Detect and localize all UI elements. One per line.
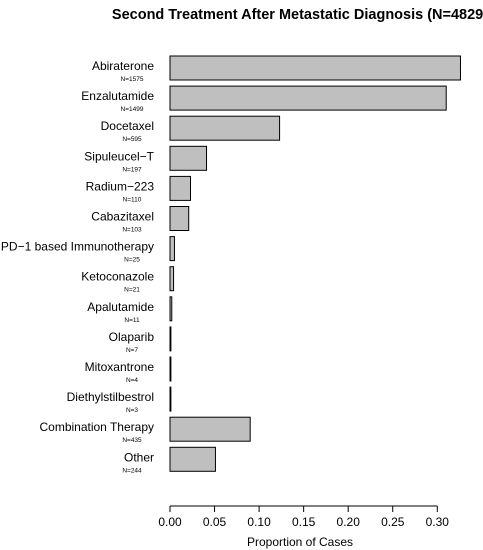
chart-title: Second Treatment After Metastatic Diagno… — [112, 7, 483, 23]
count-label: N=110 — [123, 196, 142, 203]
bar-12 — [169, 416, 251, 442]
bar-6 — [169, 236, 175, 262]
category-label: Apalutamide — [87, 300, 154, 314]
x-tick-label: 0.15 — [292, 515, 316, 529]
bar-2 — [169, 115, 281, 141]
bars-group — [169, 55, 461, 472]
count-label: N=25 — [124, 257, 140, 264]
count-label: N=3 — [126, 407, 138, 414]
category-label: Diethylstilbestrol — [67, 390, 154, 404]
count-label: N=11 — [124, 317, 140, 324]
category-label: Olaparib — [109, 330, 155, 344]
count-label: N=244 — [122, 467, 142, 474]
x-tick-label: 0.30 — [426, 515, 450, 529]
count-label: N=1499 — [121, 106, 144, 113]
bar-4 — [169, 175, 191, 201]
category-label: Mitoxantrone — [85, 360, 155, 374]
bar-0 — [169, 55, 461, 81]
bar-11 — [169, 386, 172, 412]
bar-13 — [169, 446, 216, 472]
x-tick-label: 0.20 — [337, 515, 361, 529]
category-labels-group: Abiraterone N=1575 Enzalutamide N=1499 Docet… — [1, 59, 155, 474]
category-label: Radium−223 — [86, 179, 155, 193]
x-tick-label: 0.25 — [381, 515, 405, 529]
count-label: N=1575 — [121, 76, 144, 83]
category-label: Abiraterone — [92, 59, 154, 73]
bar-10 — [169, 356, 172, 382]
bar-9 — [169, 326, 172, 352]
category-label: Sipuleucel−T — [84, 149, 154, 163]
count-label: N=4 — [126, 377, 138, 384]
x-axis: 0.00 0.05 0.10 0.15 0.20 0.25 0.30 — [158, 505, 450, 529]
category-label: Other — [124, 450, 154, 464]
x-axis-title: Proportion of Cases — [247, 535, 353, 549]
category-label: Ketoconazole — [81, 270, 154, 284]
bar-1 — [169, 85, 447, 111]
category-label: Cabazitaxel — [91, 210, 154, 224]
category-label: Enzalutamide — [81, 89, 154, 103]
count-label: N=197 — [122, 166, 142, 173]
count-label: N=21 — [124, 287, 140, 294]
bar-5 — [169, 206, 190, 231]
count-label: N=103 — [122, 227, 142, 234]
bar-3 — [169, 145, 208, 171]
x-tick-label: 0.05 — [203, 515, 227, 529]
category-label: Combination Therapy — [39, 420, 154, 434]
count-label: N=7 — [126, 347, 138, 354]
category-label: PD−1 based Immunotherapy — [1, 240, 154, 254]
bar-8 — [169, 296, 173, 322]
count-label: N=435 — [122, 437, 142, 444]
count-label: N=595 — [122, 136, 142, 143]
x-tick-label: 0.00 — [158, 515, 182, 529]
category-label: Docetaxel — [101, 119, 154, 133]
bar-7 — [169, 266, 175, 292]
x-tick-label: 0.10 — [247, 515, 271, 529]
